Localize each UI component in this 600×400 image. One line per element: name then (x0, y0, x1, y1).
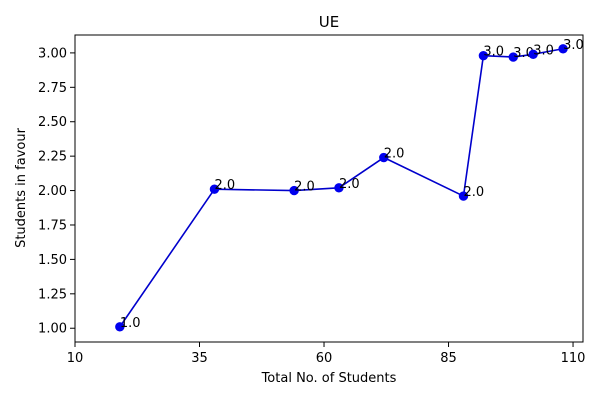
series-line (119, 47, 564, 328)
data-point (478, 50, 489, 61)
y-tick-label: 1.50 (38, 253, 67, 268)
data-point (528, 49, 538, 59)
data-label: 3.0 (483, 45, 504, 60)
data-point (334, 183, 344, 193)
data-label: 2.0 (294, 180, 315, 195)
x-tick-label: 10 (67, 351, 84, 366)
data-label: 2.0 (463, 185, 484, 200)
chart-title: UE (319, 13, 339, 31)
x-tick-label: 110 (561, 351, 586, 366)
data-label: 1.0 (120, 316, 141, 331)
y-tick-label: 2.75 (38, 81, 67, 96)
x-tick-label: 60 (316, 351, 333, 366)
data-point (558, 44, 568, 54)
series-layer: 1.02.0 2.0 2.02.02.03.0 3.0 3.0 3.0 (115, 38, 584, 332)
y-axis: 1.00 1.25 1.50 1.75 2.00 2.25 2.50 2.75 3.00 (38, 46, 75, 337)
x-tick-label: 85 (440, 351, 457, 366)
x-axis-label: Total No. of Students (261, 371, 397, 386)
data-point (115, 322, 125, 332)
y-tick-label: 1.75 (38, 218, 67, 233)
x-axis: 10 35 60 85 110 (67, 342, 586, 366)
data-point (379, 152, 389, 163)
data-point (508, 52, 518, 62)
data-label: 2.0 (339, 177, 360, 192)
data-point (209, 184, 220, 194)
data-label: 3.0 (563, 38, 584, 53)
y-axis-label: Students in favour (14, 127, 29, 247)
data-point (289, 185, 299, 196)
y-tick-label: 3.00 (38, 46, 67, 61)
x-tick-label: 35 (191, 351, 208, 366)
y-tick-label: 2.25 (38, 150, 67, 165)
data-label: 3.0 (513, 46, 534, 61)
data-point (458, 191, 469, 201)
y-tick-label: 1.00 (38, 322, 67, 337)
plot-frame (74, 34, 584, 343)
y-tick-label: 2.00 (38, 184, 67, 199)
y-tick-label: 1.25 (38, 287, 67, 302)
data-label: 2.0 (214, 178, 235, 193)
y-tick-label: 2.50 (38, 115, 67, 130)
data-label: 2.0 (384, 147, 405, 162)
data-label: 3.0 (533, 43, 554, 58)
